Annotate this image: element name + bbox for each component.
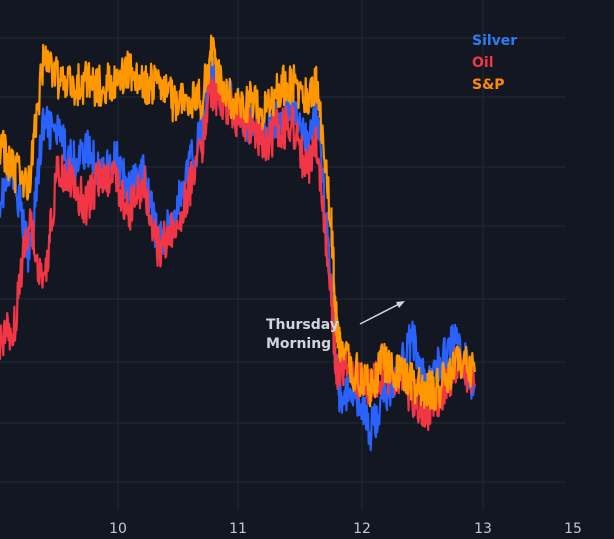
x-tick-label: 15	[564, 521, 582, 537]
series-line-sp	[0, 34, 476, 411]
x-tick-label: 10	[109, 521, 127, 537]
annotation-label: Thursday Morning	[266, 316, 339, 354]
x-tick-label: 11	[229, 521, 247, 537]
x-tick-label: 13	[474, 521, 492, 537]
annotation-arrow	[359, 301, 404, 325]
legend-item-oil: Oil	[472, 55, 494, 71]
legend: Silver Oil S&P	[472, 30, 517, 96]
series-lines	[0, 34, 476, 452]
annotation-line-1: Thursday	[266, 317, 339, 333]
annotation-line-2: Morning	[266, 336, 332, 352]
annotation-arrowhead	[396, 301, 405, 308]
x-axis-ticks: 10 11 12 13 15	[109, 521, 582, 537]
x-tick-label: 12	[353, 521, 371, 537]
legend-item-sp: S&P	[472, 77, 505, 93]
legend-item-silver: Silver	[472, 33, 518, 49]
